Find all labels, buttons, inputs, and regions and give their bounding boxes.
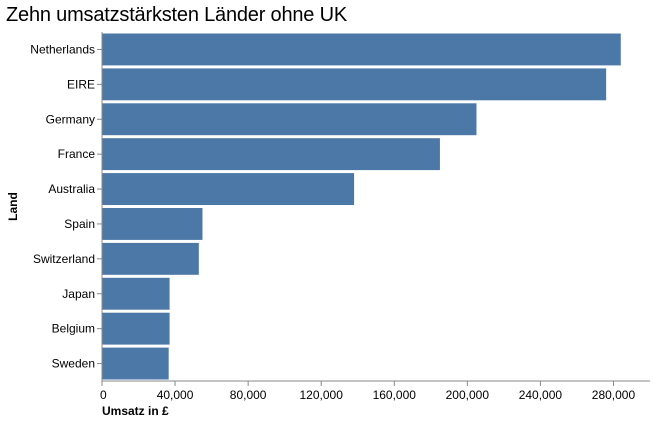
y-tick-label: Germany	[46, 112, 95, 126]
bar-france	[102, 138, 440, 171]
bar-germany	[102, 103, 477, 136]
bar-switzerland	[102, 242, 199, 275]
bar-spain	[102, 208, 203, 240]
y-tick-label: Belgium	[52, 322, 95, 336]
bar-belgium	[102, 312, 170, 345]
y-tick-label: Australia	[48, 182, 95, 196]
x-tick-label: 160,000	[373, 388, 417, 402]
x-tick-label: 120,000	[300, 388, 344, 402]
bar-japan	[102, 277, 170, 310]
y-tick-label: Spain	[64, 217, 95, 231]
y-tick-label: Sweden	[52, 357, 95, 371]
bar-eire	[102, 68, 607, 101]
x-axis: 0 40,000 80,000 120,000 160,000 200,000 240,00…	[100, 380, 650, 402]
y-axis: Netherlands EIRE Germany France Australia Spa…	[30, 32, 103, 381]
y-tick-label: Netherlands	[30, 42, 95, 56]
x-tick-label: 200,000	[446, 388, 490, 402]
bar-australia	[102, 173, 355, 205]
x-tick-label: 80,000	[230, 388, 267, 402]
bar-sweden	[102, 347, 169, 380]
x-tick-label: 280,000	[592, 388, 636, 402]
y-axis-title: Land	[6, 192, 20, 221]
x-axis-title: Umsatz in £	[102, 404, 169, 418]
y-tick-label: France	[58, 147, 96, 161]
x-tick-label: 240,000	[519, 388, 563, 402]
bar-netherlands	[102, 33, 621, 66]
chart-title: Zehn umsatzstärksten Länder ohne UK	[6, 4, 347, 26]
bars-group	[102, 33, 621, 380]
y-tick-label: Switzerland	[33, 252, 95, 266]
x-tick-label: 0	[100, 388, 107, 402]
x-tick-label: 40,000	[157, 388, 194, 402]
y-tick-label: Japan	[62, 287, 95, 301]
y-tick-label: EIRE	[67, 77, 95, 91]
